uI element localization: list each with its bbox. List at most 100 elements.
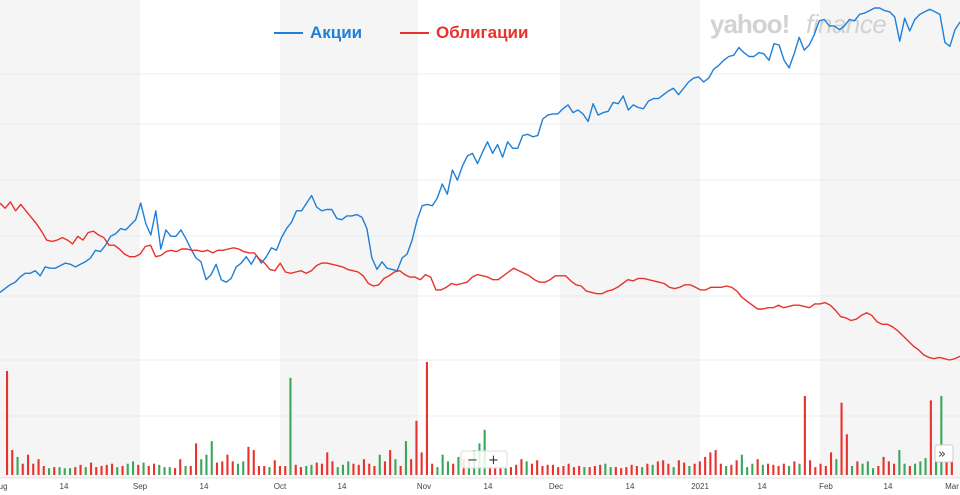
x-tick-label: 14 — [626, 482, 635, 491]
zoom-controls[interactable]: − + — [460, 450, 508, 469]
legend-label-stocks: Акции — [310, 23, 362, 42]
volume-bar — [357, 464, 360, 475]
volume-bar — [189, 466, 192, 475]
x-tick-label: 2021 — [691, 482, 709, 491]
zoom-out-button[interactable]: − — [467, 453, 478, 468]
volume-bar — [599, 464, 602, 475]
volume-bar — [793, 461, 796, 475]
volume-bar — [205, 454, 208, 475]
x-tick-label: ug — [0, 482, 7, 491]
x-tick-label: Feb — [819, 482, 833, 491]
volume-bar — [840, 402, 843, 475]
x-tick-label: Dec — [549, 482, 563, 491]
expand-chevron-icon: » — [938, 447, 946, 462]
volume-bar — [289, 377, 292, 475]
x-tick-label: 14 — [60, 482, 69, 491]
volume-bar — [163, 467, 166, 475]
x-tick-label: Mar — [945, 482, 959, 491]
volume-bar — [557, 467, 560, 475]
volume-bar — [452, 463, 455, 475]
volume-bar — [877, 466, 880, 475]
volume-bar — [924, 458, 927, 475]
volume-bar — [898, 450, 901, 475]
volume-bar — [446, 461, 449, 475]
volume-bar — [646, 463, 649, 475]
volume-bar — [174, 468, 177, 475]
volume-bar — [410, 459, 413, 475]
volume-bar — [420, 452, 423, 475]
volume-bar — [320, 463, 323, 475]
volume-bar — [504, 468, 507, 475]
horizontal-gridlines — [0, 73, 960, 417]
x-tick-label: Nov — [417, 482, 431, 491]
volume-bar — [866, 461, 869, 475]
watermark-brand: yahoo! — [710, 9, 789, 39]
volume-bars — [6, 362, 953, 476]
volume-bar — [751, 463, 754, 475]
volume-bar — [425, 362, 428, 475]
volume-bar — [111, 463, 114, 475]
volume-bar — [84, 467, 87, 475]
volume-bar — [887, 461, 890, 475]
volume-bar — [441, 454, 444, 475]
expand-toggle[interactable]: » — [934, 444, 954, 463]
volume-bar — [100, 466, 103, 475]
zoom-in-button[interactable]: + — [488, 453, 499, 468]
volume-bar — [919, 461, 922, 475]
x-tick-label: Sep — [133, 482, 148, 491]
volume-bar — [310, 464, 313, 475]
volume-bar — [809, 460, 812, 475]
volume-bar — [315, 462, 318, 475]
volume-bar — [326, 452, 329, 475]
volume-bar — [777, 466, 780, 475]
expand-toggle-background — [934, 444, 954, 463]
volume-bar — [200, 459, 203, 475]
volume-bar — [903, 463, 906, 475]
volume-bar — [604, 463, 607, 475]
legend-item-bonds[interactable]: Облигации — [400, 23, 528, 42]
volume-bar — [69, 468, 72, 475]
volume-bar — [399, 466, 402, 475]
x-tick-label: 14 — [200, 482, 209, 491]
volume-bar — [347, 461, 350, 475]
volume-bar — [683, 462, 686, 475]
volume-bar — [373, 466, 376, 475]
volume-bar — [153, 463, 156, 475]
x-tick-label: Oct — [274, 482, 287, 491]
volume-bar — [945, 452, 948, 475]
legend-item-stocks[interactable]: Акции — [274, 23, 362, 42]
month-band — [820, 0, 960, 478]
volume-bar — [882, 456, 885, 475]
volume-bar — [950, 461, 953, 475]
volume-bar — [16, 456, 19, 475]
volume-bar — [378, 454, 381, 475]
series-lines — [0, 7, 960, 361]
volume-bar — [242, 461, 245, 475]
volume-bar — [48, 468, 51, 475]
legend[interactable]: Акции Облигации — [274, 23, 528, 42]
volume-bar — [704, 456, 707, 475]
volume-bar — [90, 462, 93, 475]
volume-bar — [509, 467, 512, 475]
volume-bar — [268, 467, 271, 475]
volume-bar — [835, 459, 838, 475]
volume-bar — [735, 460, 738, 475]
volume-bar — [609, 467, 612, 475]
volume-bar — [746, 467, 749, 475]
volume-bar — [257, 466, 260, 475]
volume-bar — [368, 463, 371, 475]
volume-bar — [184, 466, 187, 475]
volume-bar — [730, 464, 733, 475]
volume-bar — [677, 460, 680, 475]
volume-bar — [168, 467, 171, 475]
volume-bar — [6, 371, 9, 475]
volume-bar — [908, 466, 911, 475]
volume-bar — [305, 466, 308, 475]
volume-bar — [583, 467, 586, 475]
volume-bar — [383, 461, 386, 475]
volume-bar — [132, 461, 135, 475]
volume-bar — [126, 463, 129, 475]
volume-bar — [541, 466, 544, 475]
month-band — [280, 0, 418, 478]
